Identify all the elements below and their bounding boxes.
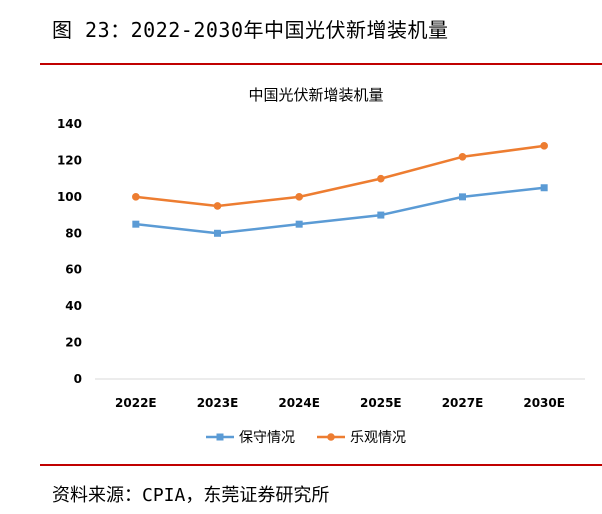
x-tick-label: 2027E (442, 396, 484, 410)
data-point (459, 193, 466, 201)
data-point (540, 142, 548, 150)
y-tick-label: 60 (65, 263, 82, 277)
y-tick-label: 80 (65, 226, 82, 240)
source-note: 资料来源：CPIA，东莞证券研究所 (52, 485, 330, 506)
x-tick-label: 2030E (523, 396, 565, 410)
data-point (458, 152, 467, 161)
series-group (132, 142, 548, 237)
data-point (132, 193, 140, 201)
x-tick-label: 2025E (360, 396, 402, 410)
data-point (214, 229, 221, 237)
data-point (377, 174, 385, 183)
y-tick-label: 0 (74, 372, 82, 386)
series-line-0 (135, 186, 545, 235)
legend-label: 保守情况 (239, 430, 295, 446)
y-tick-label: 20 (65, 336, 82, 350)
data-point (132, 220, 140, 228)
x-axis: 2022E 2023E 2024E 2025E 2027E 2030E (95, 378, 585, 410)
y-tick-label: 100 (57, 190, 82, 204)
x-tick-label: 2022E (115, 396, 157, 410)
data-point (213, 202, 222, 210)
chart-title: 中国光伏新增装机量 (248, 86, 383, 104)
legend: 保守情况 乐观情况 (206, 430, 406, 446)
data-point (295, 193, 303, 201)
data-point (540, 184, 548, 192)
legend-marker (216, 433, 224, 441)
figure-title: 图 23：2022-2030年中国光伏新增装机量 (52, 18, 449, 42)
series-line-1 (135, 144, 545, 208)
data-point (295, 220, 303, 228)
data-point (377, 211, 385, 219)
y-tick-label: 140 (57, 117, 82, 131)
x-tick-label: 2023E (197, 396, 239, 410)
legend-label: 乐观情况 (350, 430, 406, 446)
y-axis: 0 20 40 60 80 100 120 140 (57, 117, 82, 386)
y-tick-label: 120 (57, 153, 82, 167)
bottom-divider (40, 464, 602, 466)
x-tick-label: 2024E (278, 396, 320, 410)
legend-marker (327, 433, 335, 441)
y-tick-label: 40 (65, 299, 82, 313)
top-divider (40, 63, 602, 65)
